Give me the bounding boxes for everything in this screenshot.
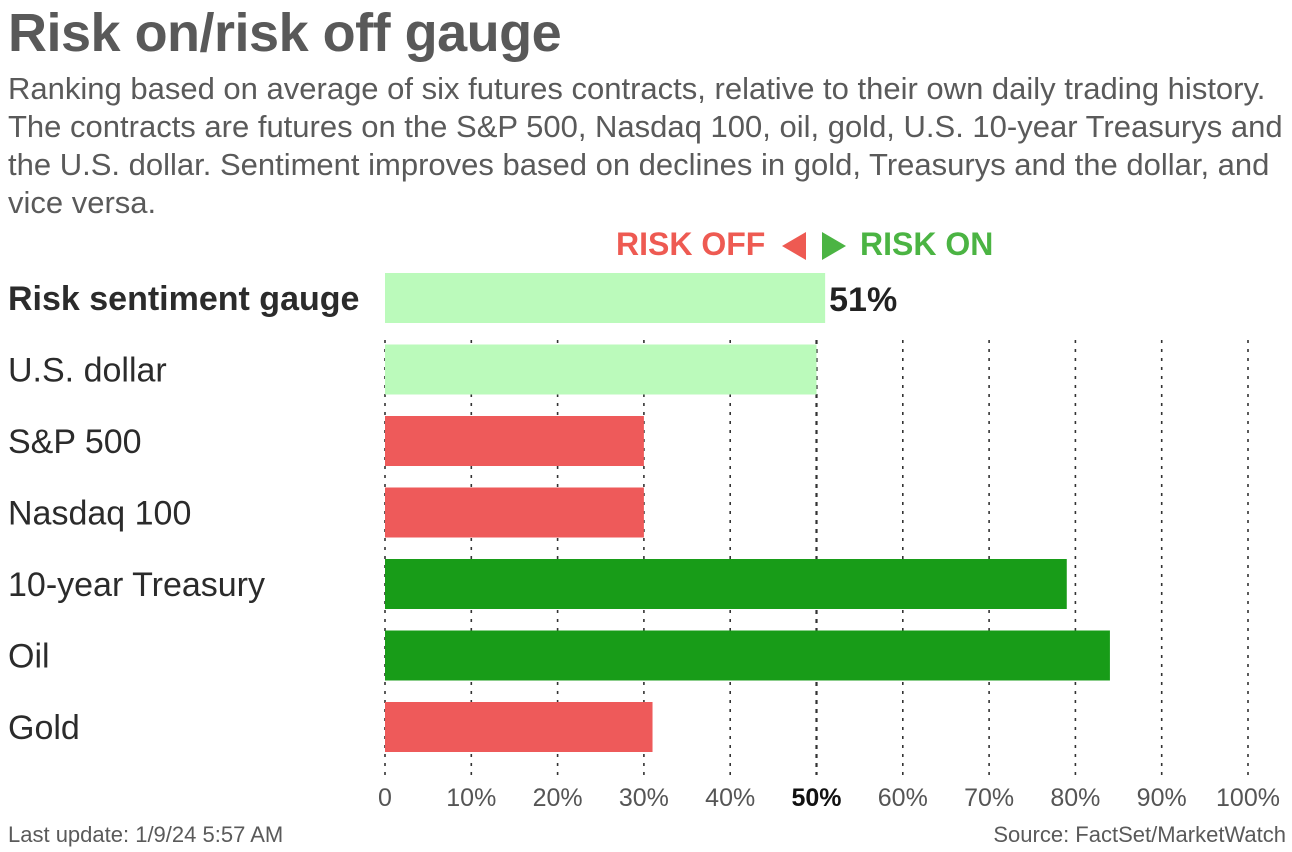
x-tick-label: 20% [533,784,583,812]
bar [385,487,644,538]
category-label: S&P 500 [8,423,142,461]
x-tick-label: 0 [378,784,392,812]
x-tick-label: 30% [619,784,669,812]
x-tick-label: 40% [705,784,755,812]
category-label: Gold [8,709,80,747]
legend-risk-on: RISK ON [860,226,994,262]
x-tick-label: 10% [446,784,496,812]
category-label: Nasdaq 100 [8,495,191,533]
chart-subtitle: Ranking based on average of six futures … [8,71,1283,220]
source-credit: Source: FactSet/MarketWatch [993,822,1286,847]
category-label: Risk sentiment gauge [8,280,359,318]
arrow-left-icon [782,232,806,260]
x-tick-label: 50% [791,784,841,812]
x-tick-label: 80% [1050,784,1100,812]
bar [385,702,653,752]
bar [385,344,817,395]
category-labels: Risk sentiment gauge 51% U.S. dollar S&P 50… [8,280,897,747]
chart-title: Risk on/risk off gauge [8,3,562,63]
bar [385,630,1110,681]
x-tick-label: 90% [1137,784,1187,812]
data-label: 51% [829,281,897,319]
arrow-right-icon [822,232,846,260]
legend-risk-off: RISK OFF [616,226,766,262]
x-axis-ticks: 0 10% 20% 30% 40% 50% 60% 70% 80% 90% 100% [378,784,1280,812]
x-tick-label: 100% [1216,784,1280,812]
x-tick-label: 70% [964,784,1014,812]
bar [385,273,826,323]
category-label: U.S. dollar [8,352,167,390]
x-tick-label: 60% [878,784,928,812]
category-label: Oil [8,638,50,676]
last-update: Last update: 1/9/24 5:57 AM [8,822,284,847]
bar [385,559,1067,609]
bar [385,416,644,466]
bars [385,273,1110,752]
category-label: 10-year Treasury [8,566,265,604]
